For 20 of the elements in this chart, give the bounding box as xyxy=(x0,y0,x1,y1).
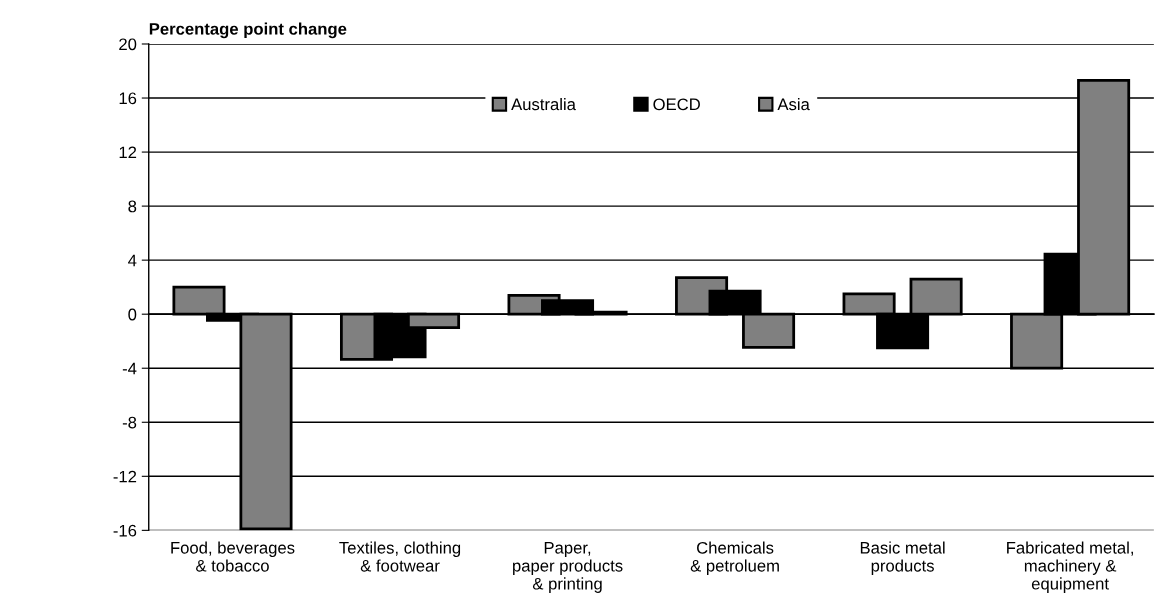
legend-label: Asia xyxy=(777,97,810,111)
legend-label: OECD xyxy=(653,98,700,111)
y-tick-label: 20 xyxy=(119,38,137,51)
legend-label: Australia xyxy=(511,97,576,111)
x-tick-label: Chemicals & petroluem xyxy=(690,541,779,575)
y-tick-label: -12 xyxy=(113,470,137,483)
x-tick-label: Textiles, clothing & footwear xyxy=(339,541,461,572)
y-tick-label: -16 xyxy=(113,524,137,537)
y-axis-title: Percentage point change xyxy=(149,22,347,39)
y-tick-label: 0 xyxy=(128,308,137,321)
y-tick-label: 8 xyxy=(128,200,137,213)
y-tick-label: -4 xyxy=(122,362,137,375)
y-tick-label: 16 xyxy=(119,92,137,105)
x-tick-label: Fabricated metal, machinery & equipment xyxy=(1007,541,1133,593)
x-tick-label: Paper, paper products & printing xyxy=(513,542,623,593)
x-tick-label: Food, beverages & tobacco xyxy=(171,541,295,572)
y-tick-label: 4 xyxy=(128,254,137,267)
y-tick-label: 12 xyxy=(119,146,137,159)
y-tick-label: -8 xyxy=(122,416,137,429)
x-tick-label: Basic metal products xyxy=(860,541,945,575)
